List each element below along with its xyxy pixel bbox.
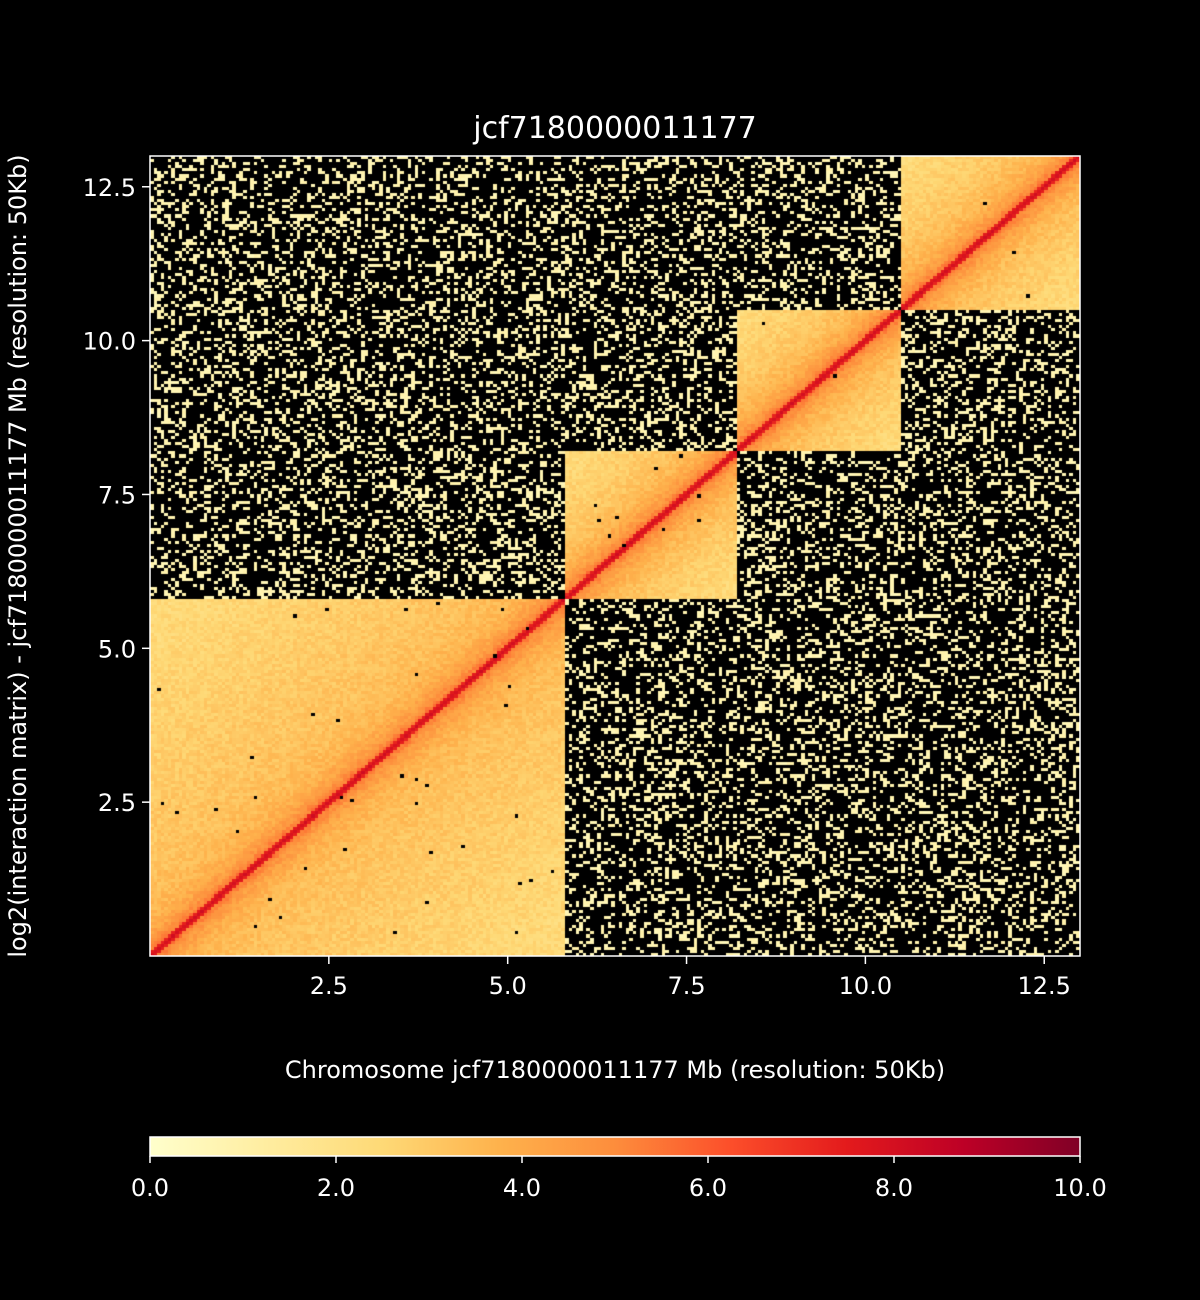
y-tick-label: 5.0: [98, 635, 136, 663]
colorbar: [149, 1136, 1081, 1157]
y-axis-label: log2(interaction matrix) - jcf7180000011…: [4, 154, 32, 957]
y-axis: 2.5 5.0 7.5 10.0 12.5: [83, 174, 150, 817]
plot-frame: [149, 155, 1081, 957]
chart-title: jcf7180000011177: [472, 111, 757, 146]
x-tick-label: 5.0: [489, 972, 527, 1000]
colorbar-tick-label: 2.0: [317, 1174, 355, 1202]
x-axis-label: Chromosome jcf7180000011177 Mb (resoluti…: [285, 1056, 945, 1084]
x-tick-label: 10.0: [839, 972, 892, 1000]
y-tick-label: 12.5: [83, 174, 136, 202]
y-tick-label: 7.5: [98, 481, 136, 509]
colorbar-ticks: 0.0 2.0 4.0 6.0 8.0 10.0: [131, 1156, 1107, 1202]
y-tick-label: 2.5: [98, 789, 136, 817]
colorbar-tick-label: 0.0: [131, 1174, 169, 1202]
colorbar-tick-label: 6.0: [689, 1174, 727, 1202]
x-tick-label: 12.5: [1018, 972, 1071, 1000]
colorbar-tick-label: 4.0: [503, 1174, 541, 1202]
colorbar-tick-label: 8.0: [875, 1174, 913, 1202]
x-tick-label: 2.5: [310, 972, 348, 1000]
x-tick-label: 7.5: [667, 972, 705, 1000]
x-axis: 2.5 5.0 7.5 10.0 12.5: [310, 956, 1071, 1000]
heatmap-cells: [150, 156, 1080, 956]
colorbar-tick-label: 10.0: [1053, 1174, 1106, 1202]
y-tick-label: 10.0: [83, 328, 136, 356]
